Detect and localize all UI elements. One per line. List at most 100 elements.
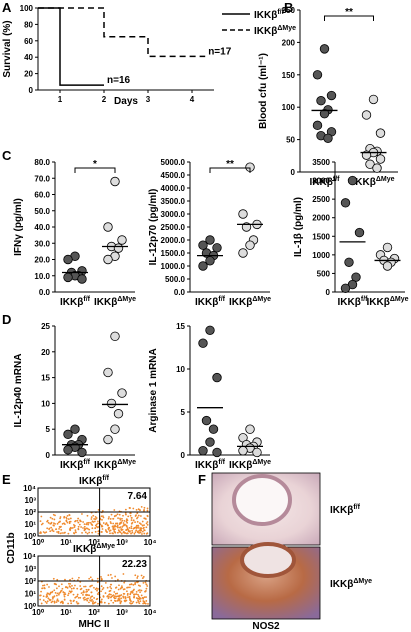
event-dot [57,530,60,533]
event-dot [127,586,130,589]
event-dot [114,522,117,525]
event-dot [77,521,80,524]
panel-label: C [2,148,12,163]
y-tick-label: 4000.0 [161,184,186,193]
event-dot [96,597,99,600]
event-dot [96,593,99,595]
event-dot [137,525,140,527]
event-dot [58,528,60,530]
event-dot [108,530,111,532]
flow-x-tick-label: 10¹ [60,608,72,617]
event-dot [112,594,115,597]
event-dot [119,587,122,590]
event-dot [80,592,83,595]
event-dot [127,515,130,518]
event-dot [58,585,60,588]
flow-x-tick-label: 10³ [116,608,128,617]
data-dot [113,409,124,419]
flow-x-tick-label: 10⁴ [144,538,157,547]
data-dot [208,424,219,434]
event-dot [89,576,92,579]
x-tick-label: IKKβf/f [60,459,91,471]
event-dot [125,529,128,532]
panel-label: A [2,0,12,15]
event-dot [132,600,135,603]
event-dot [106,586,109,589]
data-dot [382,261,393,271]
data-dot [110,331,120,342]
event-dot [57,532,60,534]
event-dot [55,601,58,604]
event-dot [82,527,84,529]
event-dot [96,581,99,584]
event-dot [74,584,76,587]
event-dot [63,599,66,601]
data-dot [77,447,87,458]
data-dot [212,372,222,383]
event-dot [53,518,56,521]
event-dot [86,599,89,602]
event-dot [56,522,59,525]
annotation: n=16 [107,75,131,86]
y-tick-label: 60 [24,37,33,46]
flow-x-label: MHC II [78,619,109,630]
event-dot [73,524,76,527]
y-tick-label: 20.0 [34,256,50,265]
event-cloud [39,573,149,605]
event-dot [138,598,141,600]
event-dot [112,517,115,520]
data-dot [382,242,393,253]
event-dot [97,520,99,523]
y-tick-label: 0 [291,168,296,177]
event-dot [67,602,70,605]
event-dot [125,599,128,602]
event-dot [116,513,119,516]
data-dot [319,108,330,119]
y-tick-label: 5 [181,408,186,417]
event-dot [100,515,103,518]
event-dot [132,584,135,586]
event-dot [60,525,62,528]
event-dot [60,589,63,592]
annotation: n=17 [208,46,232,57]
event-dot [127,596,129,599]
data-dot [212,243,222,253]
event-dot [142,602,144,605]
event-dot [107,517,110,520]
y-tick-label: 500 [317,269,331,278]
event-dot [83,585,85,588]
event-dot [79,588,82,591]
event-dot [105,530,108,533]
event-dot [74,529,77,532]
event-dot [91,578,94,581]
y-tick-label: 3500 [312,158,330,167]
event-dot [66,514,69,517]
event-dot [92,514,95,517]
data-dot [212,447,222,458]
y-tick-label: 2500 [312,195,330,204]
event-dot [54,523,56,525]
event-dot [128,583,131,586]
event-dot [135,529,138,532]
data-dot [245,424,255,434]
event-dot [104,592,107,594]
data-dot [63,272,73,283]
event-dot [76,579,79,581]
data-dot [252,447,262,458]
event-dot [107,574,110,577]
event-dot [136,517,138,520]
event-dot [105,522,108,525]
event-dot [130,600,132,603]
y-tick-label: 100 [282,103,296,112]
data-dot [103,367,113,378]
y-axis-label: Arginase 1 mRNA [148,348,159,432]
data-dot [316,96,326,106]
event-dot [53,600,56,603]
event-dot [109,573,112,576]
event-dot [136,512,139,515]
event-dot [130,516,133,519]
event-dot [140,589,143,592]
y-tick-label: 500.0 [165,275,186,284]
event-dot [86,514,89,517]
event-dot [76,587,79,590]
